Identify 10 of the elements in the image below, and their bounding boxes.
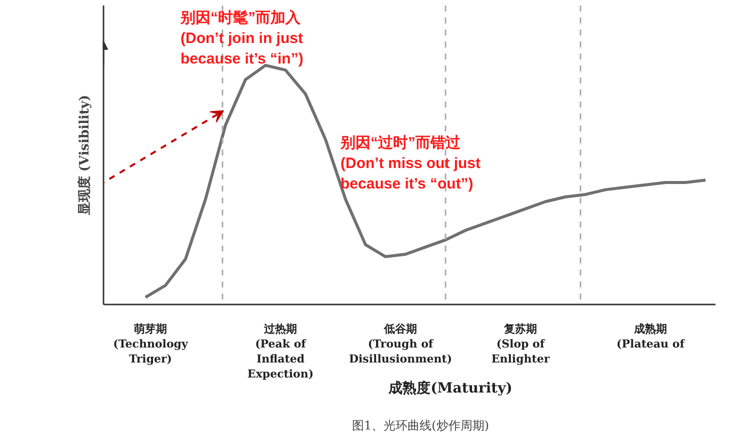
y-axis-title: 显现度 (Visibility) — [76, 94, 92, 216]
annotation: 别因“时髦”而加入 (Don’t join in just because it’s “in”) — [180, 10, 304, 68]
caption: 图1、光环曲线(炒作周期) — [352, 418, 489, 432]
text: 萌芽期 (Technology Triger) — [113, 322, 188, 366]
text: 过热期 (Peak of Inflated Expection) — [247, 322, 314, 380]
annotation: 别因“过时”而错过 (Don’t miss out just because it’s “out”) — [340, 134, 480, 192]
text: 低谷期 (Trough of Disillusionment) — [348, 322, 452, 366]
text: 成熟度(Maturity) — [388, 380, 512, 396]
text: 成熟期 (Plateau of — [616, 322, 686, 350]
text: 复苏期 (Slop of Enlighter — [491, 322, 550, 366]
